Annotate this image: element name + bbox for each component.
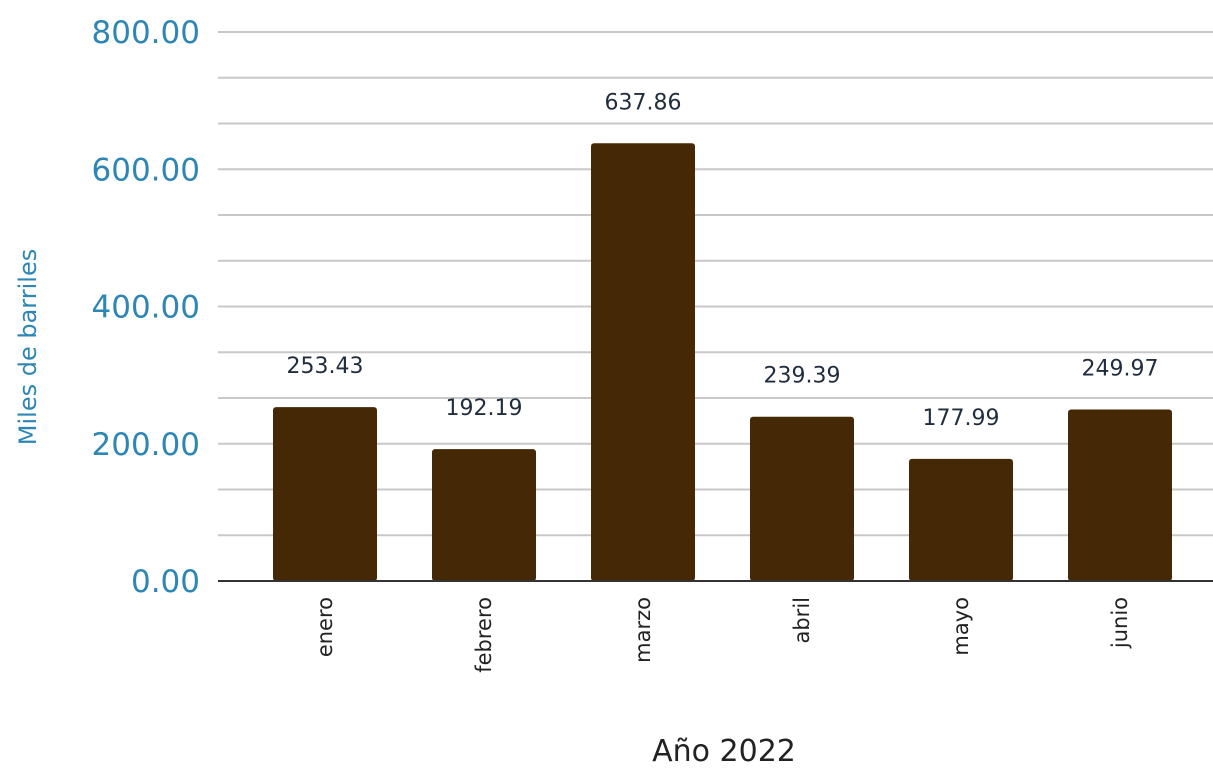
data-labels: 253.43 192.19 637.86 239.39 177.99 249.97 [287, 90, 1159, 431]
x-tick-labels: enero febrero marzo abril mayo junio [313, 597, 1132, 673]
data-label: 177.99 [923, 406, 1000, 431]
x-tick-label: junio [1108, 597, 1132, 649]
x-tick-label: marzo [631, 597, 655, 663]
data-label: 239.39 [764, 364, 841, 389]
y-tick-label: 200.00 [92, 427, 200, 463]
y-tick-label: 800.00 [92, 15, 200, 51]
y-axis-title: Miles de barriles [14, 249, 42, 445]
bars [273, 143, 1172, 582]
data-label: 253.43 [287, 354, 364, 379]
data-label: 192.19 [446, 396, 523, 421]
x-axis-title: Año 2022 [652, 734, 796, 768]
gridlines [218, 31, 1213, 537]
data-label: 249.97 [1082, 356, 1159, 381]
x-tick-label: enero [313, 597, 337, 657]
y-tick-label: 400.00 [92, 290, 200, 326]
y-tick-labels: 0.00 200.00 400.00 600.00 800.00 [92, 15, 200, 600]
bar-abril [750, 416, 854, 581]
y-tick-label: 600.00 [92, 152, 200, 188]
bar-marzo [591, 143, 695, 582]
bar-junio [1068, 409, 1172, 581]
x-tick-label: febrero [472, 597, 496, 673]
bar-mayo [909, 458, 1013, 581]
data-label: 637.86 [605, 90, 682, 115]
y-tick-label: 0.00 [131, 564, 200, 600]
bar-enero [273, 407, 377, 581]
x-tick-label: mayo [949, 597, 973, 656]
bar-febrero [432, 449, 536, 581]
x-tick-label: abril [790, 597, 814, 644]
